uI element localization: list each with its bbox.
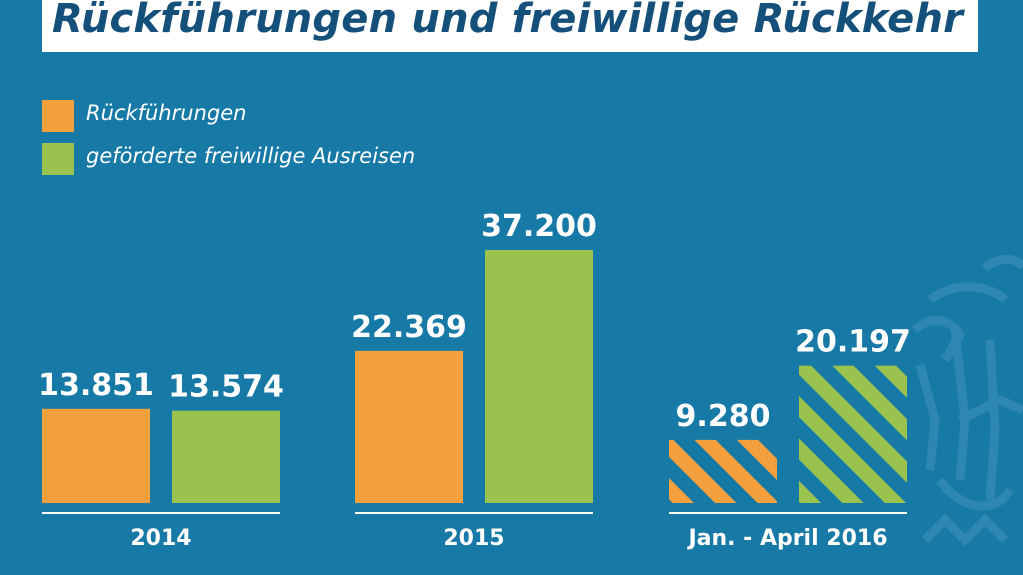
chart-title: Rückführungen und freiwillige Rückkehr [52,0,964,42]
category-label-jan-april-2016: Jan. - April 2016 [686,526,887,551]
value-label-2015-series-1: 22.369 [351,310,467,345]
bar-2014-series-1 [42,408,150,503]
bar-2014-series-2 [172,410,280,503]
legend-label-rueckfuehrungen: Rückführungen [86,101,247,125]
legend-swatch-rueckfuehrungen [42,100,74,132]
legend-label-ausreisen: geförderte freiwillige Ausreisen [86,144,416,168]
category-label-2014: 2014 [130,526,191,551]
value-label-2014-series-1: 13.851 [38,368,154,403]
bar-2015-series-1 [355,350,463,503]
legend-swatch-ausreisen [42,143,74,175]
bar-jan-april-2016-series-1 [669,439,777,503]
bar-jan-april-2016-series-2 [799,365,907,503]
category-label-2015: 2015 [443,526,504,551]
title-banner [42,0,978,52]
value-label-2015-series-2: 37.200 [481,209,597,244]
bar-2015-series-2 [485,250,593,503]
value-label-jan-april-2016-series-1: 9.280 [676,399,771,434]
value-label-jan-april-2016-series-2: 20.197 [795,325,911,360]
value-label-2014-series-2: 13.574 [168,370,284,405]
